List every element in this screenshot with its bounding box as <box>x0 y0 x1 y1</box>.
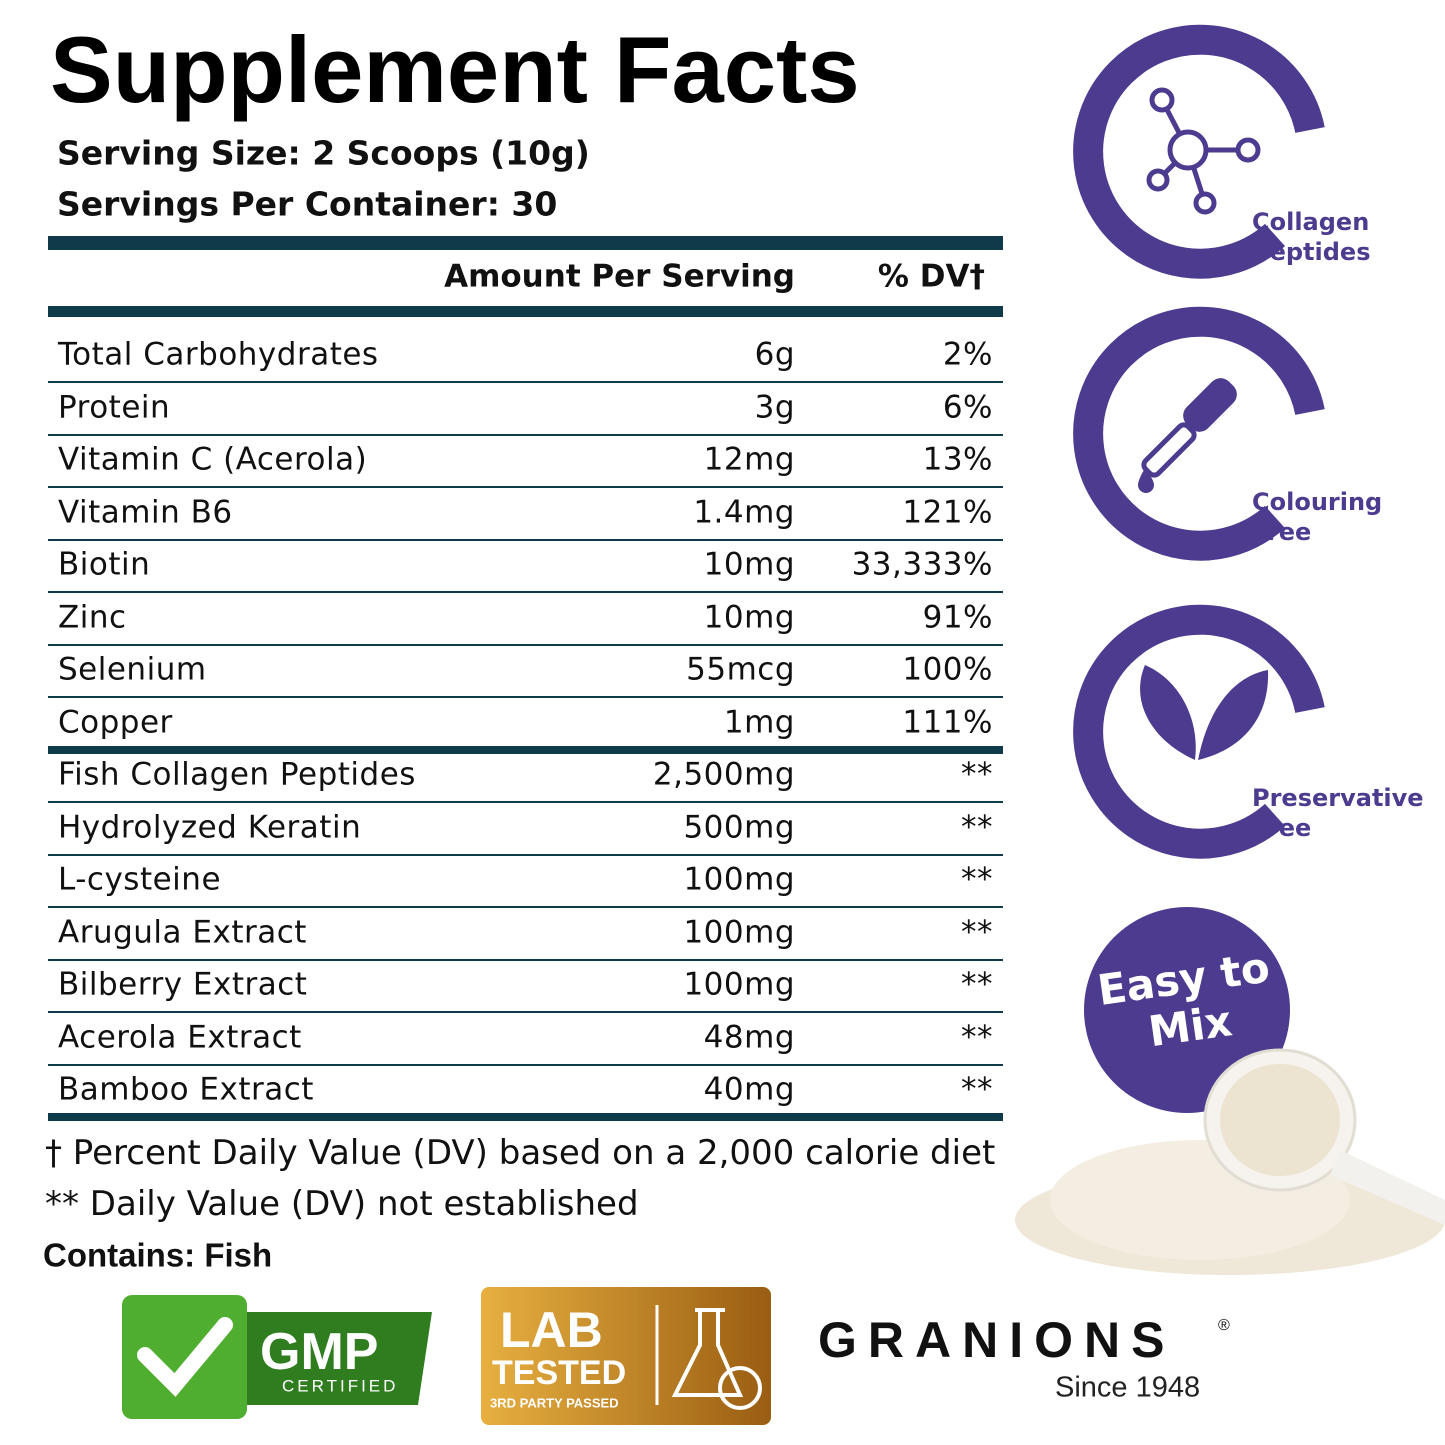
rule <box>48 236 1003 250</box>
gmp-title: GMP <box>260 1323 379 1381</box>
daily-value: 91% <box>922 599 993 635</box>
dropper-icon <box>1138 378 1237 493</box>
amount: 6g <box>754 336 795 373</box>
daily-value: ** <box>961 1071 993 1108</box>
row-divider <box>48 643 1003 646</box>
daily-value: ** <box>961 914 993 950</box>
daily-value: 121% <box>902 494 993 530</box>
row-divider <box>48 1011 1003 1013</box>
row-divider <box>48 538 1003 541</box>
title: Supplement Facts <box>50 17 860 122</box>
amount: 100mg <box>683 861 795 898</box>
daily-value: ** <box>961 756 993 793</box>
amount: 55mcg <box>686 651 795 688</box>
amount: 40mg <box>703 1071 795 1108</box>
daily-value: 6% <box>942 389 993 425</box>
serving-size: Serving Size: 2 Scoops (10g) <box>57 133 590 173</box>
footnote: † Percent Daily Value (DV) based on a 2,… <box>45 1133 996 1173</box>
row-divider <box>48 958 1003 961</box>
nutrient-name: Bilberry Extract <box>58 966 308 1003</box>
daily-value: 111% <box>902 704 993 740</box>
check <box>137 1317 233 1397</box>
contains: Contains: Fish <box>43 1236 273 1274</box>
nutrient-name: Zinc <box>58 599 127 635</box>
amount: 12mg <box>703 441 795 478</box>
feature-label: Colouring Free <box>1252 488 1383 546</box>
molecule-icon <box>1146 87 1261 215</box>
amount: 10mg <box>703 599 795 635</box>
ring <box>1073 24 1325 279</box>
amount: 1.4mg <box>693 494 795 530</box>
powder <box>1015 1048 1445 1275</box>
row-divider <box>48 1113 1003 1121</box>
feature-rings <box>1073 24 1325 859</box>
ring <box>1073 306 1325 561</box>
nutrient-name: Bamboo Extract <box>58 1071 314 1108</box>
daily-value: 100% <box>902 651 993 688</box>
nutrient-name: Total Carbohydrates <box>58 336 379 373</box>
gmp-ribbon <box>247 1312 432 1405</box>
amount: 1mg <box>723 704 795 740</box>
amount: 500mg <box>683 809 795 845</box>
brand-name: GRANIONS <box>818 1312 1176 1368</box>
nutrient-name: Fish Collagen Peptides <box>58 756 416 793</box>
row-divider <box>48 745 1003 754</box>
rule <box>48 306 1003 317</box>
daily-value: 33,333% <box>851 546 993 583</box>
nutrient-name: L-cysteine <box>58 861 222 898</box>
brand-since: Since 1948 <box>1055 1371 1201 1404</box>
nutrient-name: Selenium <box>58 651 207 688</box>
row-divider <box>48 696 1003 698</box>
row-divider <box>48 381 1003 383</box>
nutrient-name: Vitamin B6 <box>58 494 233 530</box>
nutrient-name: Vitamin C (Acerola) <box>58 441 368 478</box>
daily-value: ** <box>961 1019 993 1055</box>
row-divider <box>48 853 1003 856</box>
row-divider <box>48 801 1003 803</box>
column-header: Amount Per Serving <box>444 258 795 295</box>
row-divider <box>48 486 1003 488</box>
daily-value: 2% <box>942 336 993 373</box>
nutrient-name: Copper <box>58 704 173 740</box>
servings-per-container: Servings Per Container: 30 <box>57 184 558 224</box>
row-divider <box>48 591 1003 593</box>
amount: 100mg <box>683 914 795 950</box>
feature-label: Collagen Peptides <box>1252 208 1371 266</box>
amount: 3g <box>754 389 795 425</box>
ring <box>1073 604 1325 859</box>
column-header: % DV† <box>877 258 985 295</box>
daily-value: 13% <box>922 441 993 478</box>
amount: 48mg <box>703 1019 795 1055</box>
daily-value: ** <box>961 861 993 898</box>
row-divider <box>48 906 1003 908</box>
feature-label: Preservative Free <box>1252 784 1424 842</box>
footnote: ** Daily Value (DV) not established <box>45 1184 639 1224</box>
nutrient-name: Acerola Extract <box>58 1019 302 1055</box>
lab-line: LAB <box>500 1302 603 1358</box>
daily-value: ** <box>961 966 993 1003</box>
nutrient-name: Protein <box>58 389 171 425</box>
brand-mark: ® <box>1218 1317 1230 1334</box>
lab-check <box>718 1366 762 1410</box>
amount: 100mg <box>683 966 795 1003</box>
amount: 10mg <box>703 546 795 583</box>
nutrient-name: Hydrolyzed Keratin <box>58 809 362 845</box>
leaf-icon <box>1140 665 1269 760</box>
amount: 2,500mg <box>652 756 795 793</box>
lab-line: 3RD PARTY PASSED <box>490 1395 619 1411</box>
nutrient-name: Arugula Extract <box>58 914 307 950</box>
lab-line: TESTED <box>492 1354 627 1392</box>
nutrient-name: Biotin <box>58 546 151 583</box>
row-divider <box>48 433 1003 436</box>
daily-value: ** <box>961 809 993 845</box>
flask <box>671 1308 744 1397</box>
row-divider <box>48 1063 1003 1066</box>
gmp-subtitle: CERTIFIED <box>282 1376 399 1396</box>
